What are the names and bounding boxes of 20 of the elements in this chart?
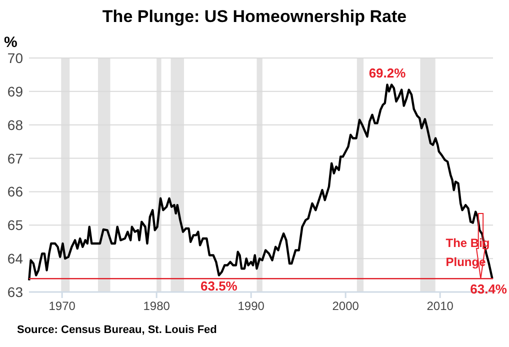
y-axis-title: % [4,34,18,51]
annotation: 63.4% [470,282,508,297]
y-tick-label: 69 [7,83,24,100]
y-tick-label: 70 [7,50,24,66]
y-tick-label: 65 [7,217,24,234]
line-series [28,84,494,282]
y-tick-label: 66 [7,184,24,200]
source-note: Source: Census Bureau, St. Louis Fed [17,324,217,336]
y-tick-label: 68 [7,116,24,133]
y-tick-label: 63 [7,284,24,300]
y-tick-label: 67 [7,150,24,166]
annotation: 69.2% [368,66,406,81]
x-tick-label: 2010 [426,299,454,313]
y-tick-label: 64 [7,250,24,267]
x-tick-label: 1970 [48,299,76,313]
chart-title: The Plunge: US Homeownership Rate [102,7,407,26]
x-tick-label: 1980 [143,299,170,313]
x-tick-label: 1990 [238,299,265,313]
x-tick-label: 2000 [332,299,360,313]
annotation: 63.5% [200,278,238,294]
